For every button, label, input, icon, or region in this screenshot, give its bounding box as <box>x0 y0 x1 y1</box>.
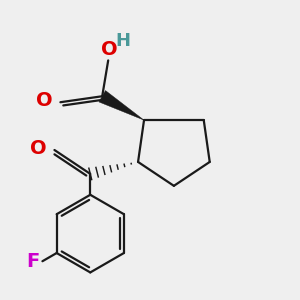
Text: F: F <box>26 252 39 271</box>
Polygon shape <box>99 91 144 120</box>
Text: O: O <box>30 139 47 158</box>
Text: O: O <box>36 91 53 110</box>
Text: O: O <box>101 40 118 59</box>
Text: H: H <box>116 32 130 50</box>
